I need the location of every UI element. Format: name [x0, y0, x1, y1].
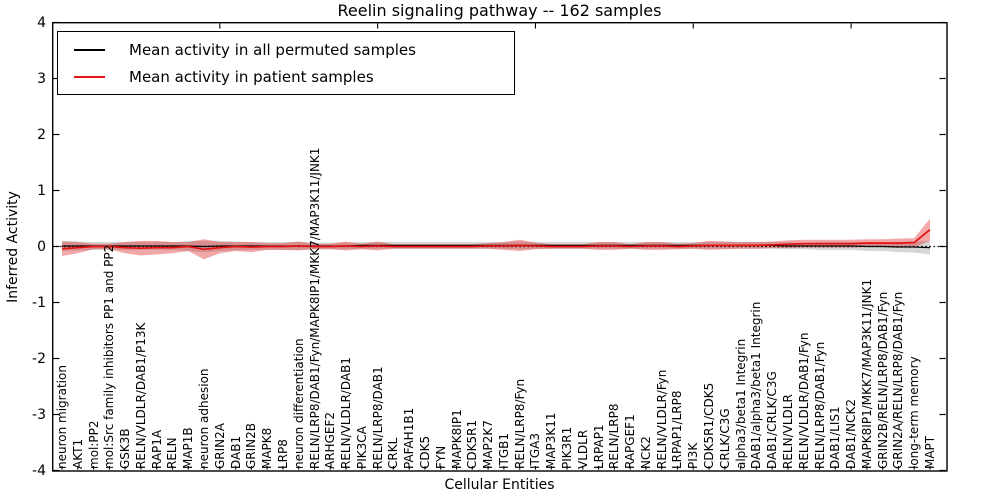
x-category-label: CRKL	[386, 437, 401, 469]
x-category-label: MAP1B	[181, 427, 196, 469]
x-category-label: mol:PP2	[86, 420, 101, 469]
x-category-label: RELN/VLDLR/DAB1/Fyn	[796, 332, 811, 469]
x-category-label: GSK3B	[118, 428, 133, 469]
x-category-label: NCK2	[638, 436, 653, 469]
x-category-label: LRP8	[275, 439, 290, 469]
legend-label-permuted: Mean activity in all permuted samples	[129, 40, 416, 59]
x-category-label: GRIN2A/RELN/LRP8/DAB1/Fyn	[891, 291, 906, 469]
x-category-label: VLDLR	[575, 429, 590, 469]
patient-std-band	[62, 218, 930, 260]
x-category-label: RAP1A	[149, 429, 164, 469]
y-tick-label: 2	[37, 126, 46, 143]
patient-mean-line	[61, 229, 931, 251]
chart-title: Reelin signaling pathway -- 162 samples	[337, 1, 662, 20]
y-tick-label: 1	[37, 182, 46, 199]
x-category-label: RELN/LRP8/DAB1/Fyn/MAPK8IP1/MKK7/MAP3K11…	[307, 147, 322, 469]
x-category-label: RAPGEF1	[623, 414, 638, 469]
x-category-label: neuron migration	[55, 365, 69, 469]
x-category-label: RELN/VLDLR/DAB1/P13K	[133, 322, 148, 469]
y-tick-label: -2	[32, 350, 46, 367]
x-category-label: long-term memory	[907, 356, 922, 469]
x-category-label: ARHGEF2	[323, 412, 338, 469]
x-category-label: ITGA3	[528, 432, 543, 469]
x-category-label: RELN/LRP8/DAB1/Fyn	[812, 341, 827, 469]
x-category-label: neuron differentiation	[291, 338, 306, 469]
x-category-label: ITGB1	[496, 432, 511, 469]
x-category-label: LRPAP1	[591, 424, 606, 469]
x-category-label: CRLK/C3G	[717, 408, 732, 469]
x-category-label: RELN/VLDLR/DAB1	[339, 357, 354, 469]
x-category-label: GRIN2A	[212, 423, 227, 469]
x-category-label: GRIN2B/RELN/LRP8/DAB1/Fyn	[875, 291, 890, 469]
x-category-label: DAB1	[228, 435, 243, 469]
x-category-label: RELN	[165, 437, 180, 469]
x-category-label: RELN/LRP8/DAB1	[370, 366, 385, 469]
x-category-label: AKT1	[70, 438, 85, 469]
x-category-label: FYN	[433, 445, 448, 469]
x-category-label: MAPK8IP1	[449, 409, 464, 469]
x-category-label: RELN/LRP8/Fyn	[512, 378, 527, 469]
permuted-std-band	[62, 240, 930, 255]
y-tick-label: 4	[37, 14, 46, 31]
x-category-label: MAPK8	[260, 427, 275, 469]
x-category-label: PAFAH1B1	[402, 407, 417, 469]
x-category-label: RELN/LRP8	[607, 403, 622, 469]
x-category-label: DAB1/CRLK/C3G	[765, 371, 780, 469]
x-category-label: CDK5R1/CDK5	[702, 382, 717, 469]
y-tick-label: -4	[32, 462, 46, 479]
x-category-label: DAB1/alpha3/beta1 Integrin	[749, 301, 764, 469]
y-tick-label: -1	[32, 294, 46, 311]
x-category-label: DAB1/NCK2	[844, 398, 859, 469]
patient-line-swatch	[74, 75, 105, 78]
y-tick-label: -3	[32, 406, 46, 423]
y-tick-label: 0	[37, 238, 46, 255]
x-category-label: mol:Src family inhibitors PP1 and PP2	[102, 244, 117, 469]
x-category-label: MAPT	[923, 435, 937, 469]
x-category-label: alpha3/beta1 Integrin	[733, 338, 748, 469]
legend-label-patient: Mean activity in patient samples	[129, 67, 374, 86]
x-category-label: MAP3K11	[544, 412, 559, 469]
x-category-label: PIK3CA	[354, 426, 369, 469]
x-category-label: MAPK8IP1/MKK7/MAP3K11/JNK1	[859, 278, 874, 469]
permuted-line-swatch	[74, 48, 105, 51]
x-category-label: RELN/VLDLR	[780, 394, 795, 469]
x-category-label: CDK5	[417, 435, 432, 469]
x-category-label: PIK3R1	[560, 426, 575, 469]
y-tick-label: 3	[37, 70, 46, 87]
x-category-label: neuron adhesion	[197, 368, 212, 469]
legend-item-permuted: Mean activity in all permuted samples	[58, 41, 514, 59]
x-category-label: PI3K	[686, 442, 701, 469]
axes-frame	[52, 22, 948, 472]
x-category-label: DAB1/LIS1	[828, 406, 843, 469]
x-category-label: CDK5R1	[465, 419, 480, 469]
legend: Mean activity in all permuted samples Me…	[57, 31, 515, 95]
x-axis-label: Cellular Entities	[444, 477, 555, 493]
x-category-label: MAP2K7	[481, 420, 496, 469]
x-category-label: LRPAP1/LRP8	[670, 390, 685, 469]
legend-item-patient: Mean activity in patient samples	[58, 68, 514, 86]
x-category-label: RELN/VLDLR/Fyn	[654, 369, 669, 469]
x-category-label: GRIN2B	[244, 422, 259, 469]
